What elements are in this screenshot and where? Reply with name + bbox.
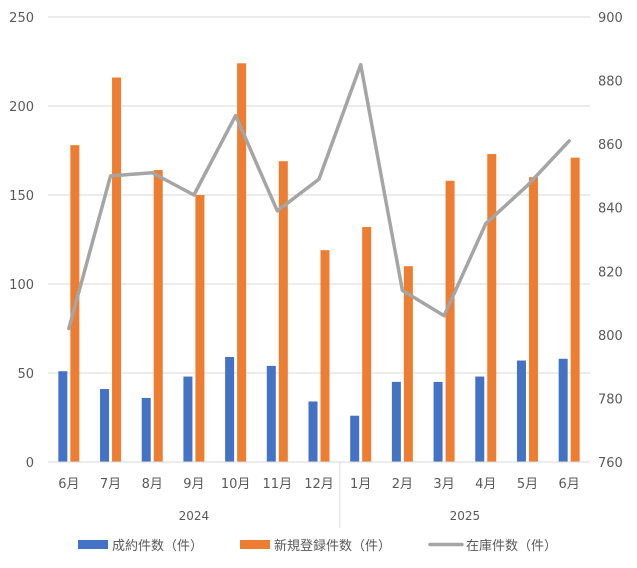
bar-new-listings	[570, 157, 580, 462]
bar-contracts	[183, 376, 193, 462]
legend-label: 在庫件数（件）	[466, 539, 557, 554]
bar-new-listings	[320, 250, 330, 462]
y-right-tick-label: 860	[598, 138, 623, 153]
legend-label: 新規登録件数（件）	[274, 538, 391, 554]
bar-contracts	[308, 401, 318, 462]
bar-contracts	[266, 365, 276, 462]
bar-new-listings	[403, 266, 413, 462]
x-tick-label: 4月	[475, 477, 496, 492]
y-right-tick-label: 840	[598, 202, 623, 217]
y-right-tick-label: 900	[598, 11, 623, 26]
y-left-tick-label: 250	[9, 11, 34, 26]
bar-new-listings	[112, 77, 122, 463]
inventory-line	[67, 62, 571, 331]
y-left-tick-label: 0	[26, 456, 34, 471]
bar-contracts	[225, 356, 235, 462]
y-right-tick-label: 800	[598, 329, 623, 344]
x-tick-label: 3月	[433, 477, 454, 492]
bar-new-listings	[278, 161, 288, 462]
y-right-tick-label: 760	[598, 456, 623, 471]
bar-new-listings	[362, 227, 372, 462]
legend-label: 成約件数（件）	[112, 539, 203, 554]
bar-contracts	[433, 381, 443, 462]
x-tick-label: 5月	[517, 477, 538, 492]
bar-contracts	[391, 381, 401, 462]
y-left-tick-label: 100	[9, 278, 34, 293]
x-tick-label: 11月	[263, 477, 293, 492]
bar-new-listings	[445, 180, 455, 462]
y-right-tick-label: 880	[598, 75, 623, 90]
bar-contracts	[558, 358, 568, 462]
year-group-label: 2025	[450, 509, 481, 523]
y-right-tick-label: 780	[598, 392, 623, 407]
x-tick-label: 2月	[392, 477, 413, 492]
legend-swatch	[78, 540, 108, 549]
bar-new-listings	[528, 177, 538, 462]
y-right-tick-label: 820	[598, 265, 623, 280]
bar-contracts	[141, 397, 151, 462]
y-left-tick-label: 50	[17, 367, 34, 382]
bar-contracts	[100, 389, 110, 462]
bar-contracts	[350, 415, 360, 462]
x-tick-label: 1月	[350, 477, 371, 492]
bar-new-listings	[237, 63, 247, 462]
bar-contracts	[516, 360, 526, 462]
year-group-label: 2024	[179, 509, 210, 523]
x-tick-label: 6月	[559, 477, 580, 492]
y-left-tick-label: 200	[9, 100, 34, 115]
x-tick-label: 12月	[304, 477, 334, 492]
y-left-tick-label: 150	[9, 189, 34, 204]
bar-new-listings	[195, 195, 205, 462]
x-tick-label: 9月	[183, 477, 204, 492]
legend-swatch	[240, 540, 270, 549]
bar-contracts	[58, 371, 68, 462]
bar-new-listings	[153, 170, 163, 462]
x-tick-label: 10月	[221, 477, 251, 492]
x-tick-label: 8月	[142, 477, 163, 492]
bar-new-listings	[487, 154, 497, 462]
x-tick-label: 6月	[58, 477, 79, 492]
bar-contracts	[475, 376, 485, 462]
x-tick-label: 7月	[100, 477, 121, 492]
